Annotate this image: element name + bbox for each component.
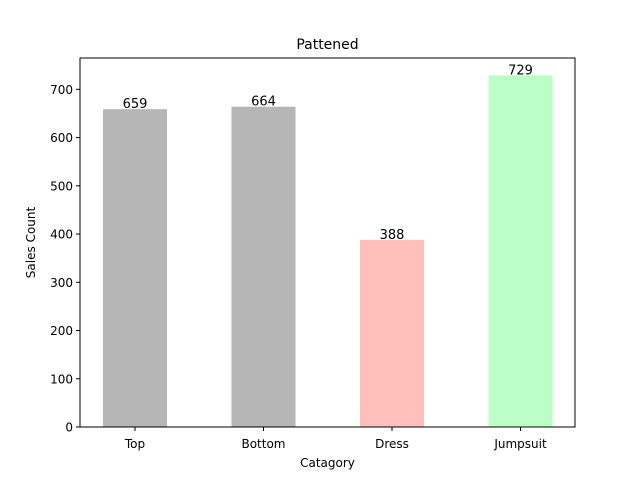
bars-layer	[103, 75, 553, 428]
y-tick-label: 200	[50, 324, 73, 338]
x-axis-label: Catagory	[300, 456, 355, 470]
data-label-bottom: 664	[251, 95, 276, 110]
y-tick-label: 100	[50, 372, 73, 386]
y-tick-label: 400	[50, 228, 73, 242]
y-tick-label: 0	[65, 421, 73, 435]
bar-jumpsuit	[488, 75, 553, 427]
x-tick-label-bottom: Bottom	[241, 437, 285, 451]
x-tick-label-top: Top	[124, 437, 145, 451]
data-label-dress: 388	[380, 228, 405, 243]
bar-dress	[360, 239, 424, 427]
y-axis: 0 100 200 300 400 500 600 700	[50, 83, 80, 435]
data-labels-layer: 659 664 388 729	[123, 63, 533, 242]
bar-bottom	[231, 106, 296, 427]
y-tick-label: 300	[50, 276, 73, 290]
plot-area-frame	[79, 57, 576, 428]
x-axis: Top Bottom Dress Jumpsuit	[124, 427, 547, 451]
data-label-jumpsuit: 729	[508, 63, 533, 78]
chart-title: Pattened	[296, 37, 358, 53]
x-tick-label-dress: Dress	[375, 437, 409, 451]
data-label-top: 659	[123, 97, 148, 112]
x-tick-label-jumpsuit: Jumpsuit	[493, 437, 547, 451]
bar-top	[103, 109, 167, 428]
y-axis-label: Sales Count	[24, 207, 38, 279]
y-tick-label: 600	[50, 131, 73, 145]
y-tick-label: 700	[50, 83, 73, 97]
y-tick-label: 500	[50, 179, 73, 193]
